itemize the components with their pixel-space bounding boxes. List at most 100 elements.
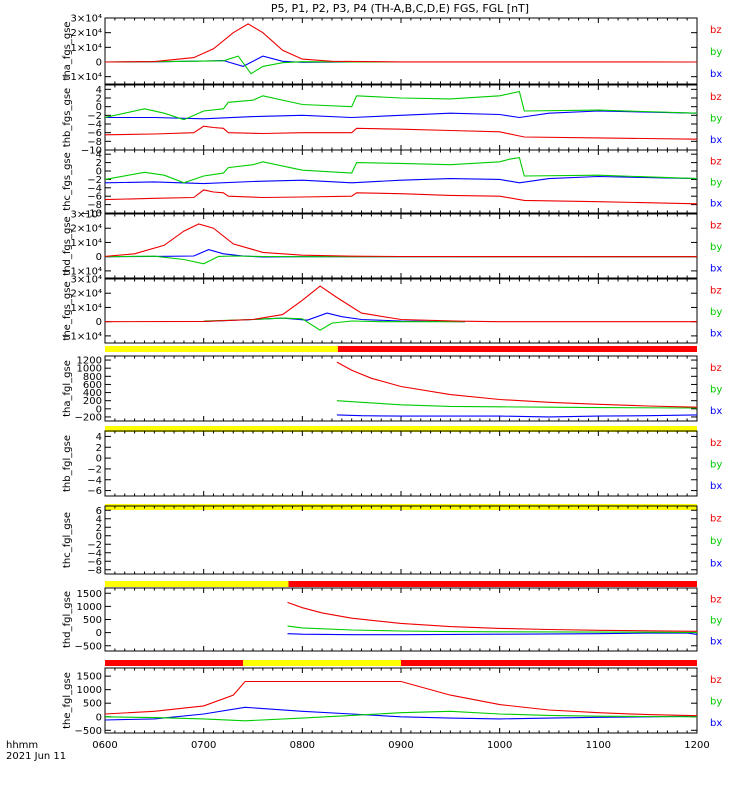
series-bz-line <box>105 223 697 258</box>
y-tick-label: −4 <box>87 475 102 486</box>
y-tick-label: 1200 <box>77 356 102 367</box>
y-tick-label: 2 <box>96 523 102 534</box>
y-tick-label: 0 <box>96 712 102 723</box>
series-by-line <box>105 55 697 75</box>
x-axis: 0600 0700 0800 0900 1000 1100 1200 <box>92 740 709 751</box>
y-tick-label: 3×10⁴ <box>71 14 102 25</box>
panel-frame <box>104 278 698 344</box>
panel-frame <box>104 505 698 575</box>
y-axis-label: thb_fgl_gse <box>62 435 73 492</box>
status-bar-segment-red <box>337 346 697 352</box>
legend-by: by <box>710 307 722 318</box>
y-tick-label: 0 <box>96 102 102 113</box>
panel-frame <box>104 355 698 422</box>
series-by-line <box>336 400 697 409</box>
y-tick-label: 1500 <box>77 589 102 600</box>
legend-by: by <box>710 536 722 547</box>
legend-bx: bx <box>710 263 722 274</box>
y-axis-label: thc_fgs_gse <box>62 152 73 211</box>
y-axis-label: the_fgl_gse <box>62 672 73 729</box>
y-tick-label: −2 <box>87 111 102 122</box>
y-axis-label: tha_fgs_gse <box>62 21 73 80</box>
y-tick-label: −6 <box>87 192 102 203</box>
y-axis-label: thb_fgs_gse <box>62 88 73 147</box>
series-bz-line <box>287 601 697 632</box>
series-bz-line <box>105 189 697 205</box>
series-group <box>105 90 697 140</box>
x-tick-label: 0600 <box>92 740 117 751</box>
series-by-line <box>105 255 697 265</box>
y-axis-label: thd_fgl_gse <box>62 591 73 648</box>
y-tick-label: −4 <box>87 120 102 131</box>
legend-bz: bz <box>710 221 722 232</box>
y-tick-label: 1500 <box>77 672 102 683</box>
status-bar-segment-red <box>401 660 697 666</box>
y-tick-label: −500 <box>75 641 102 652</box>
series-bx-line <box>336 414 697 418</box>
series-bz-line <box>105 285 697 323</box>
y-tick-label: 2 <box>96 443 102 454</box>
x-tick-label: 1100 <box>586 740 611 751</box>
y-tick-label: 1000 <box>77 364 102 375</box>
y-tick-label: −2 <box>87 175 102 186</box>
x-tick-label: 1200 <box>684 740 709 751</box>
y-tick-label: 1×10⁴ <box>71 238 102 249</box>
status-bar-segment-red <box>105 660 244 666</box>
y-axis-label: thd_fgs_gse <box>62 216 73 275</box>
y-tick-label: 2×10⁴ <box>71 28 102 39</box>
y-tick-label: −200 <box>75 412 102 423</box>
y-tick-label: −1×10⁴ <box>62 266 102 277</box>
legend-bz: bz <box>710 595 722 606</box>
status-bar-segment-yellow <box>105 426 697 432</box>
legend-by: by <box>710 616 722 627</box>
y-axis-label: tha_fgl_gse <box>62 360 73 417</box>
legend-by: by <box>710 697 722 708</box>
y-tick-label: 2×10⁴ <box>71 289 102 300</box>
y-tick-label: −4 <box>87 548 102 559</box>
series-bx-line <box>105 175 697 185</box>
series-group <box>336 361 697 418</box>
series-by-line <box>203 317 466 331</box>
y-tick-label: −1×10⁴ <box>62 72 102 83</box>
series-group <box>105 223 697 265</box>
y-tick-label: −2 <box>87 540 102 551</box>
y-tick-label: −10 <box>81 209 102 220</box>
legend-bz: bz <box>710 438 722 449</box>
y-tick-label: 200 <box>83 396 102 407</box>
y-tick-label: 400 <box>83 388 102 399</box>
y-tick-label: 1000 <box>77 602 102 613</box>
legend-bz: bz <box>710 157 722 168</box>
y-tick-label: 6 <box>96 506 102 517</box>
legend-by: by <box>710 114 722 125</box>
y-tick-label: 3×10⁴ <box>71 210 102 221</box>
y-tick-label: 500 <box>83 699 102 710</box>
y-tick-label: −10 <box>81 146 102 157</box>
x-tick-label: 0800 <box>290 740 315 751</box>
legend-bz: bz <box>710 286 722 297</box>
series-group <box>105 23 697 75</box>
status-bar-segment-yellow <box>105 346 338 352</box>
time-axis-label: hhmm <box>6 740 38 751</box>
y-tick-label: −8 <box>87 565 102 576</box>
legend-bz: bz <box>710 675 722 686</box>
y-tick-label: −2 <box>87 464 102 475</box>
y-tick-label: −500 <box>75 726 102 737</box>
series-bz-line <box>336 361 697 408</box>
panel-frame <box>104 149 698 214</box>
y-tick-label: 0 <box>96 531 102 542</box>
series-group <box>287 601 697 636</box>
y-tick-label: 1×10⁴ <box>71 43 102 54</box>
y-tick-label: 0 <box>96 167 102 178</box>
y-tick-label: 4 <box>96 85 102 96</box>
panel-frame <box>104 667 698 734</box>
y-tick-label: 800 <box>83 372 102 383</box>
y-tick-label: 4 <box>96 150 102 161</box>
legend-bz: bz <box>710 92 722 103</box>
x-tick-label: 0900 <box>388 740 413 751</box>
y-tick-label: −6 <box>87 128 102 139</box>
legend-bx: bx <box>710 559 722 570</box>
y-axis-label: thc_fgl_gse <box>62 512 73 568</box>
